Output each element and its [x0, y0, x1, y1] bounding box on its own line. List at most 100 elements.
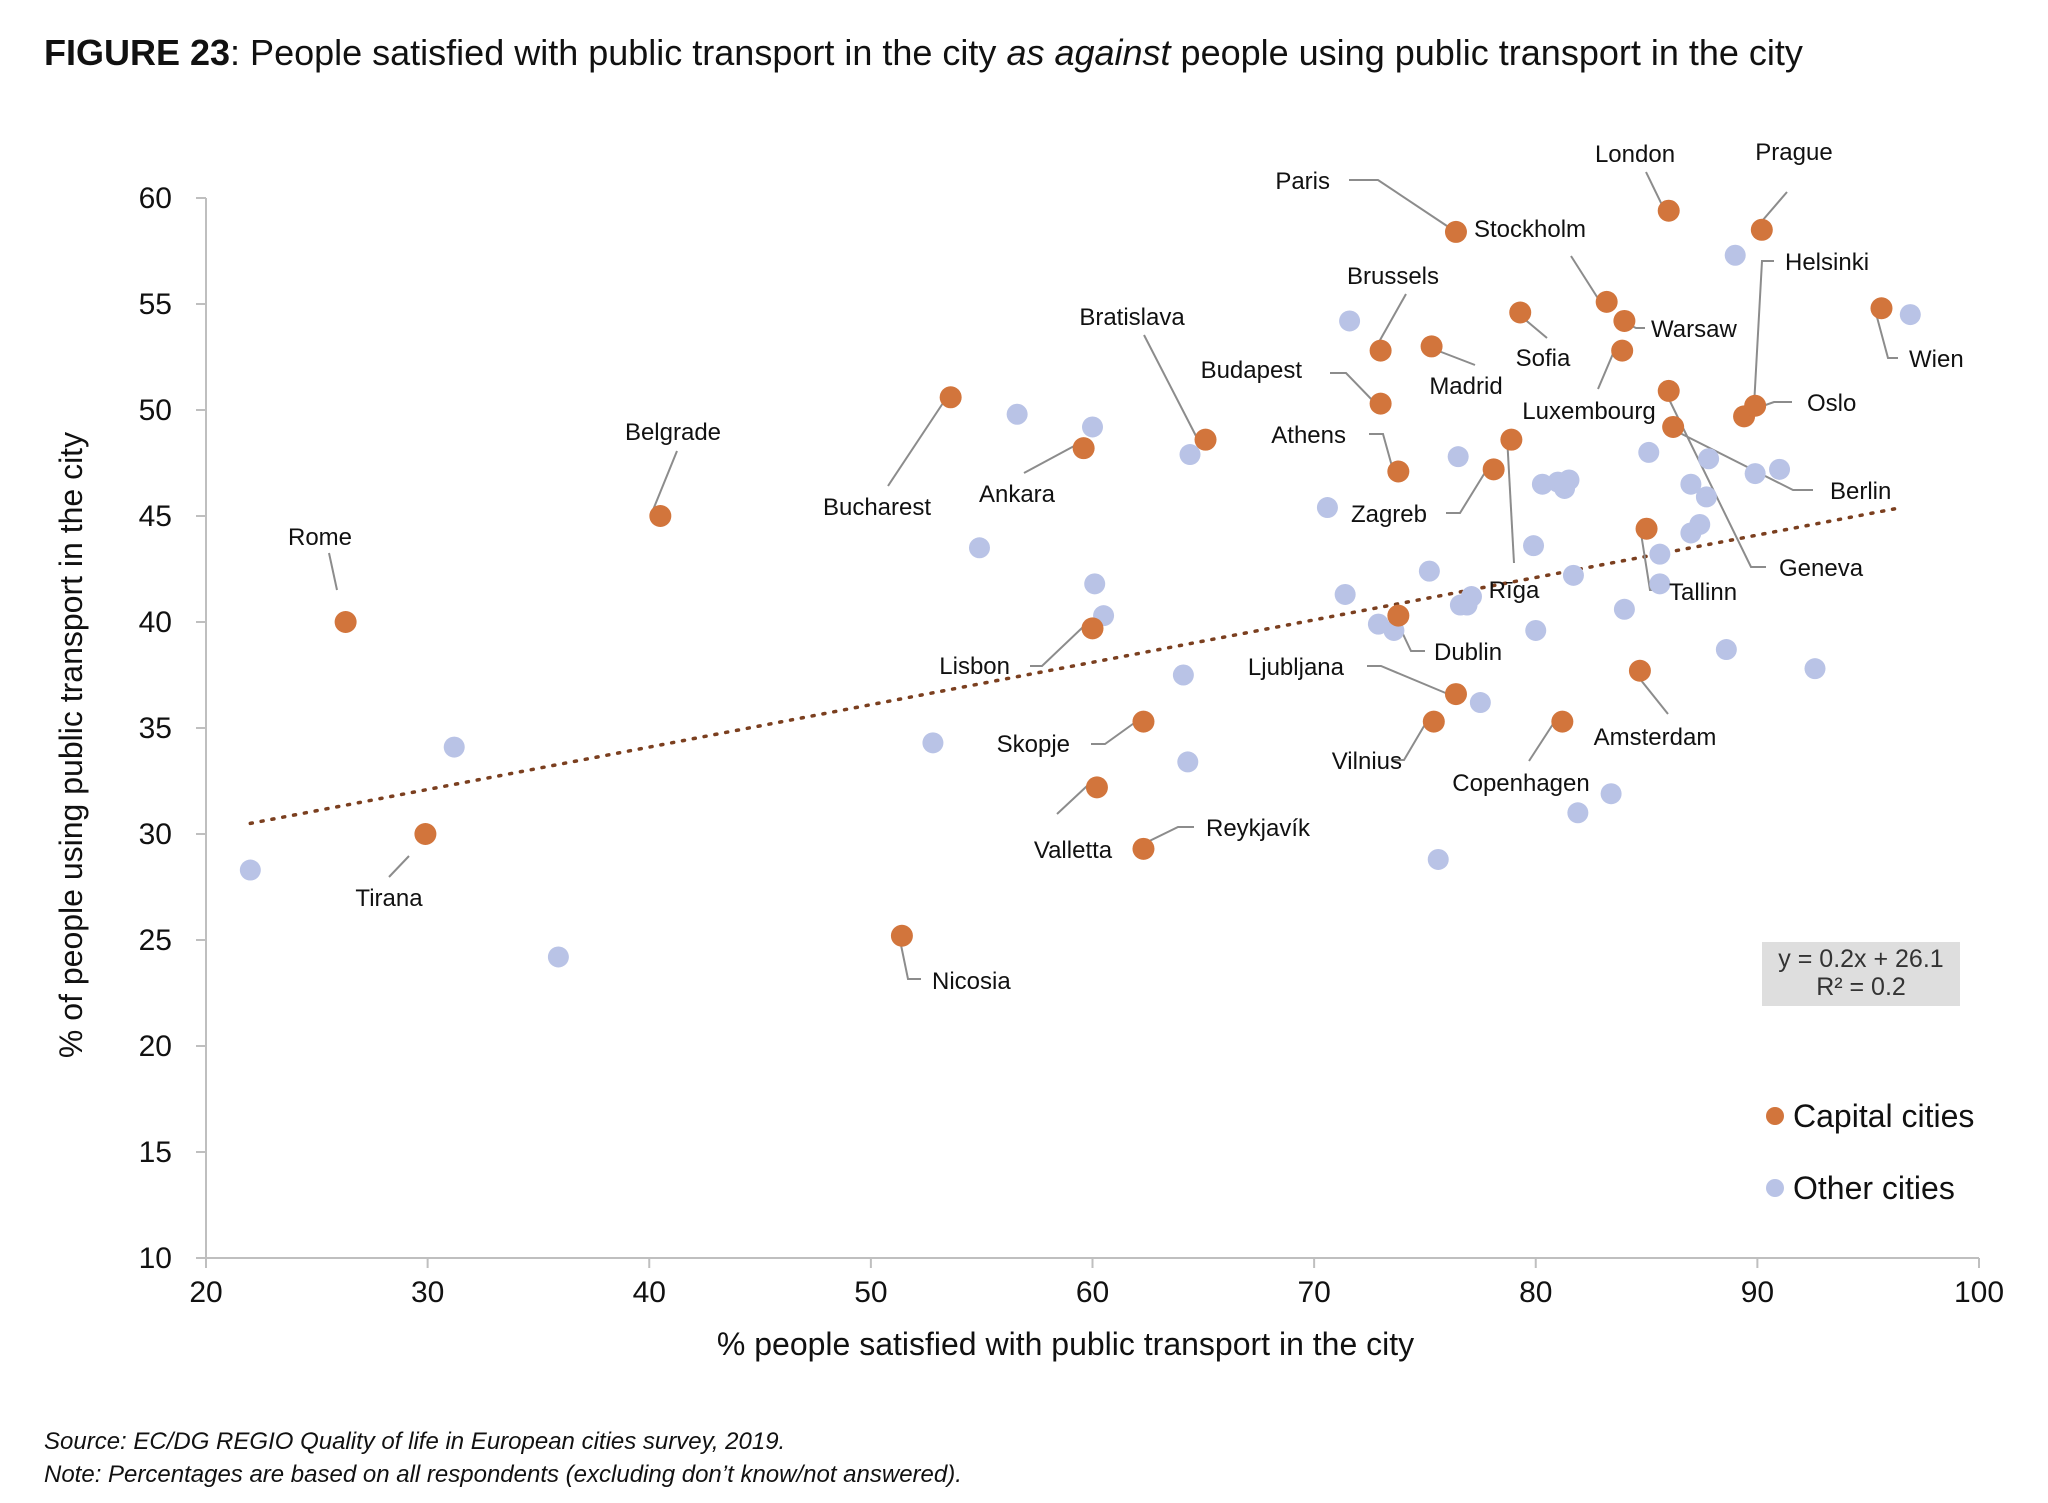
leader-line-nicosia — [900, 944, 921, 980]
city-label-nicosia: Nicosia — [932, 968, 1011, 995]
y-tick-label: 20 — [139, 1030, 172, 1063]
capital-point-ljubljana — [1444, 683, 1467, 706]
leader-line-tirana — [388, 855, 410, 878]
leader-line-paris — [1349, 179, 1451, 229]
other-city-point — [1179, 444, 1201, 466]
figure-label: FIGURE 23 — [44, 32, 231, 73]
legend-other-marker — [1766, 1179, 1784, 1197]
y-tick-label: 10 — [139, 1242, 172, 1275]
other-city-point — [443, 736, 465, 758]
city-label-warsaw: Warsaw — [1651, 316, 1737, 343]
other-city-point — [1649, 543, 1671, 565]
other-city-point — [1447, 446, 1469, 468]
equation-box: y = 0.2x + 26.1R² = 0.2 — [1762, 942, 1960, 1006]
city-label-berlin: Berlin — [1830, 478, 1891, 505]
leader-line-london — [1645, 171, 1665, 210]
other-city-point — [1562, 564, 1584, 586]
capital-point-copenhagen — [1551, 710, 1574, 733]
y-tick-label: 35 — [139, 712, 172, 745]
title-text-2: people using public transport in the cit… — [1170, 32, 1803, 73]
figure-notes: Source: EC/DG REGIO Quality of life in E… — [44, 1425, 962, 1491]
capital-point-geneva — [1657, 379, 1680, 402]
x-tick-label: 50 — [854, 1276, 887, 1309]
capital-point-prague — [1750, 218, 1773, 241]
capital-point-belgrade — [649, 505, 672, 527]
scatter-chart: 10 15 20 25 30 35 40 45 50 55 60 20 30 40 50 60 70 80 90 10… — [53, 139, 2004, 1362]
other-city-point — [1600, 783, 1622, 805]
city-label-wien: Wien — [1909, 346, 1964, 373]
leader-line-ankara — [1023, 444, 1077, 474]
city-label-sofia: Sofia — [1516, 345, 1571, 372]
capital-point-sofia — [1509, 301, 1532, 324]
other-city-point — [1804, 658, 1826, 680]
city-labels: Rome Tirana Belgrade Nicosia Bucharest Ankara… — [288, 139, 1964, 995]
y-tick-label: 60 — [139, 182, 172, 215]
capital-point-bratislava — [1194, 428, 1217, 451]
other-city-point — [1172, 664, 1194, 686]
leader-line-bucharest — [887, 399, 946, 487]
other-city-point — [1084, 573, 1106, 595]
city-label-reykjavik: Reykjavík — [1206, 815, 1311, 842]
city-label-copenhagen: Copenhagen — [1452, 770, 1589, 797]
other-city-point — [922, 732, 944, 754]
city-label-skopje: Skopje — [997, 731, 1070, 758]
city-label-amsterdam: Amsterdam — [1594, 724, 1717, 751]
capital-point-stockholm — [1595, 290, 1618, 313]
capital-point-zagreb — [1482, 458, 1505, 481]
other-city-point — [1082, 416, 1103, 438]
other-city-point — [1339, 310, 1361, 332]
y-axis-title: % of people using public transport in th… — [53, 432, 89, 1058]
trendline-equation: y = 0.2x + 26.1 — [1778, 945, 1943, 973]
capital-point-skopje — [1132, 710, 1155, 733]
other-city-point — [1613, 598, 1635, 620]
capital-point-tirana — [414, 823, 437, 845]
city-label-oslo: Oslo — [1807, 390, 1856, 417]
city-label-bratislava: Bratislava — [1079, 304, 1185, 331]
capital-point-nicosia — [890, 924, 913, 947]
capital-point-valletta — [1085, 776, 1108, 799]
leader-line-skopje — [1091, 720, 1138, 745]
x-tick-label: 20 — [189, 1276, 222, 1309]
city-label-athens: Athens — [1271, 422, 1346, 449]
city-label-helsinki: Helsinki — [1785, 249, 1869, 276]
city-label-zagreb: Zagreb — [1351, 501, 1427, 528]
y-tick-label: 30 — [139, 818, 172, 851]
city-label-ljubljana: Ljubljana — [1248, 654, 1345, 681]
capital-point-brussels — [1369, 339, 1392, 362]
other-city-point — [1724, 244, 1746, 266]
other-city-point — [1715, 639, 1737, 661]
capital-point-vilnius — [1422, 710, 1445, 733]
other-city-point — [1427, 848, 1449, 870]
other-city-point — [1418, 560, 1440, 582]
city-label-geneva: Geneva — [1779, 555, 1864, 582]
title-emphasis: as against — [1006, 32, 1171, 73]
city-label-london: London — [1595, 141, 1675, 168]
capital-point-budapest — [1369, 392, 1392, 415]
leader-line-lisbon — [1030, 626, 1084, 667]
y-tick-label: 40 — [139, 606, 172, 639]
other-city-point — [1567, 802, 1589, 824]
legend-capital-marker — [1766, 1107, 1784, 1125]
city-label-paris: Paris — [1275, 168, 1330, 195]
leader-line-rome — [328, 552, 338, 591]
city-label-budapest: Budapest — [1201, 357, 1303, 384]
capital-point-london — [1657, 199, 1680, 222]
leader-line-bratislava — [1143, 334, 1197, 437]
other-city-point — [1744, 463, 1766, 485]
other-city-point — [1523, 535, 1545, 557]
figure-title: FIGURE 23: People satisfied with public … — [44, 32, 1803, 74]
trendline-r-squared: R² = 0.2 — [1816, 973, 1906, 1001]
capital-point-reykjavik — [1132, 837, 1155, 860]
leader-line-luxembourg — [1597, 348, 1616, 390]
leader-line-vilnius — [1393, 720, 1428, 761]
capital-point-rome — [334, 611, 357, 633]
capital-point-bucharest — [939, 386, 962, 409]
capital-point-dublin — [1387, 604, 1410, 627]
other-city-point — [1899, 304, 1921, 326]
other-city-point — [1334, 583, 1356, 605]
leader-line-copenhagen — [1528, 720, 1556, 762]
x-tick-label: 40 — [633, 1276, 666, 1309]
other-city-point — [1469, 692, 1491, 714]
capital-point-berlin — [1662, 415, 1685, 438]
other-city-point — [1460, 586, 1482, 608]
